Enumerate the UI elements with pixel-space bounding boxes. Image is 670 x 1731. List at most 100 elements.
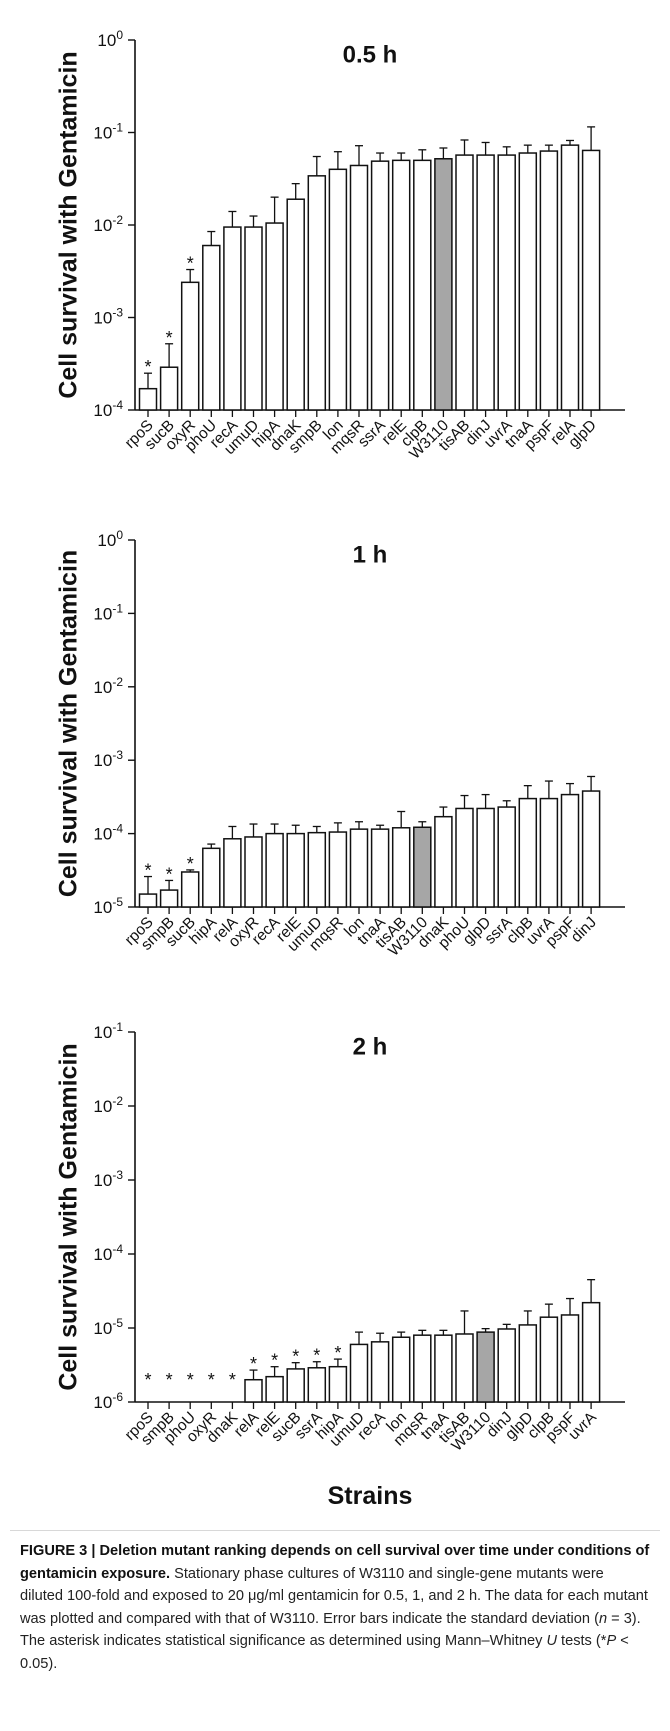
bar-tisAB xyxy=(455,1333,474,1403)
caption-p: P xyxy=(606,1633,617,1650)
bar-dnaK xyxy=(434,815,453,908)
bar-relA xyxy=(560,144,580,411)
bar-ssrA xyxy=(307,1367,327,1403)
caption-text-4: < 0.05). xyxy=(20,1633,629,1673)
significance-asterisk: * xyxy=(144,861,151,881)
chart-panel-1: 0.5 h Cell survival with Gentamicin 100 10-… xyxy=(55,28,625,463)
y-tick-label: 10-3 xyxy=(93,1168,123,1190)
bar-hipA xyxy=(328,1365,348,1403)
bar-hipA xyxy=(265,222,284,411)
y-tick-label: 10-2 xyxy=(93,1094,123,1116)
bar-umuD xyxy=(307,831,327,908)
chart-title: 2 h xyxy=(353,1033,388,1060)
bar-uvrA xyxy=(539,797,559,908)
bar-clpB xyxy=(413,159,432,411)
significance-asterisk: * xyxy=(144,1370,151,1390)
bar-dinJ xyxy=(581,790,601,908)
significance-asterisk: * xyxy=(144,357,151,377)
bar-hipA xyxy=(202,847,221,908)
bar-rpoS xyxy=(138,893,158,908)
y-tick-label: 10-4 xyxy=(93,398,123,420)
significance-asterisk: * xyxy=(166,328,173,348)
bar-pspF xyxy=(539,150,559,411)
y-tick-label: 10-2 xyxy=(93,213,123,235)
bar-W3110 xyxy=(413,826,432,908)
significance-asterisk: * xyxy=(229,1370,236,1390)
bar-recA xyxy=(223,226,242,411)
bar-phoU xyxy=(202,244,221,411)
y-tick-label: 100 xyxy=(97,28,123,50)
caption-text-1: Stationary phase cultures of W3110 and s… xyxy=(20,1565,648,1627)
caption-text-3: tests (* xyxy=(556,1633,607,1650)
chart-title: 1 h xyxy=(353,541,388,568)
bar-glpD xyxy=(518,1324,538,1403)
bar-clpB xyxy=(539,1316,559,1403)
bar-dnaK xyxy=(286,198,305,411)
bar-tisAB xyxy=(391,827,411,908)
significance-asterisk: * xyxy=(208,1370,215,1390)
caption-n: n xyxy=(598,1610,608,1627)
chart-panel-3: 2 h Cell survival with Gentamicin 10-1 10-2… xyxy=(55,1020,625,1510)
bar-mqsR xyxy=(328,831,348,908)
bar-mqsR xyxy=(349,164,369,411)
significance-asterisk: * xyxy=(187,254,194,274)
significance-asterisk: * xyxy=(250,1354,257,1374)
bar-sucB xyxy=(159,366,179,411)
bar-tisAB xyxy=(455,154,474,411)
bar-glpD xyxy=(581,149,601,411)
bar-phoU xyxy=(455,807,474,908)
caption-divider xyxy=(10,1530,660,1531)
bar-lon xyxy=(391,1336,411,1403)
chart-panel-2: 1 h Cell survival with Gentamicin 100 10-1 1… xyxy=(55,528,625,960)
chart-title: 0.5 h xyxy=(343,41,398,68)
y-tick-label: 10-1 xyxy=(93,601,123,623)
bar-uvrA xyxy=(581,1301,601,1403)
bar-ssrA xyxy=(497,806,516,908)
significance-asterisk: * xyxy=(166,1370,173,1390)
bar-tnaA xyxy=(370,828,390,908)
y-tick-label: 10-1 xyxy=(93,121,123,143)
bar-tnaA xyxy=(518,152,538,411)
bar-relE xyxy=(265,1375,284,1403)
bar-relA xyxy=(244,1378,263,1403)
bar-relE xyxy=(286,832,305,908)
bar-pspF xyxy=(560,793,580,908)
significance-asterisk: * xyxy=(271,1351,278,1371)
caption-u: U xyxy=(546,1633,557,1650)
x-axis-label: Strains xyxy=(328,1482,413,1510)
y-tick-label: 10-4 xyxy=(93,1242,123,1264)
bar-ssrA xyxy=(370,160,390,411)
bar-umuD xyxy=(349,1343,369,1403)
bar-smpB xyxy=(159,889,179,908)
y-tick-label: 10-5 xyxy=(93,1316,123,1338)
bar-rpoS xyxy=(138,387,158,411)
bar-sucB xyxy=(180,871,200,908)
bar-lon xyxy=(328,168,348,411)
significance-asterisk: * xyxy=(292,1347,299,1367)
significance-asterisk: * xyxy=(187,1370,194,1390)
bar-oxyR xyxy=(244,836,263,908)
significance-asterisk: * xyxy=(313,1346,320,1366)
figure-caption: FIGURE 3 | Deletion mutant ranking depen… xyxy=(20,1540,650,1676)
bar-clpB xyxy=(518,797,538,908)
bar-recA xyxy=(370,1341,390,1403)
bar-tnaA xyxy=(434,1334,453,1403)
bar-smpB xyxy=(307,175,327,411)
bar-umuD xyxy=(244,226,263,411)
bar-uvrA xyxy=(497,154,516,411)
caption-title: FIGURE 3 | Deletion mutant ranking depen… xyxy=(20,1543,650,1582)
bar-sucB xyxy=(286,1368,305,1403)
bar-W3110 xyxy=(476,1331,495,1403)
bar-glpD xyxy=(476,807,495,908)
y-tick-label: 10-5 xyxy=(93,895,123,917)
caption-text-2: = 3). The asterisk indicates statistical… xyxy=(20,1610,641,1650)
bar-dinJ xyxy=(476,154,495,411)
bar-oxyR xyxy=(180,281,200,411)
y-tick-label: 10-1 xyxy=(93,1020,123,1042)
y-tick-label: 100 xyxy=(97,528,123,550)
y-tick-label: 10-3 xyxy=(93,748,123,770)
bar-relE xyxy=(391,159,411,411)
category-label: dinJ xyxy=(568,914,600,946)
y-tick-label: 10-2 xyxy=(93,675,123,697)
